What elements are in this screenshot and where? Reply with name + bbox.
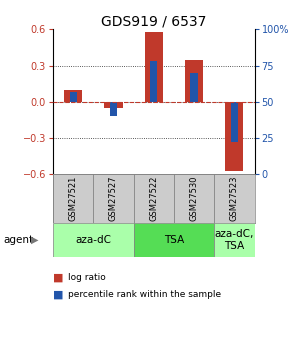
Text: GSM27523: GSM27523 (230, 176, 239, 221)
Text: TSA: TSA (164, 235, 184, 245)
Bar (174, 174, 214, 223)
Bar (145, 32, 163, 102)
Text: ▶: ▶ (31, 235, 38, 245)
Text: percentile rank within the sample: percentile rank within the sample (68, 290, 221, 299)
Bar (70, 92, 77, 102)
Text: GSM27527: GSM27527 (109, 176, 118, 221)
Text: GSM27530: GSM27530 (190, 176, 198, 221)
Text: agent: agent (3, 235, 33, 245)
Bar (110, 102, 117, 116)
Bar (134, 223, 214, 257)
Text: GSM27522: GSM27522 (149, 176, 158, 221)
Title: GDS919 / 6537: GDS919 / 6537 (101, 14, 206, 28)
Text: GSM27521: GSM27521 (69, 176, 78, 221)
Bar (191, 73, 198, 102)
Bar (225, 102, 243, 170)
Bar (53, 223, 134, 257)
Bar (231, 102, 238, 142)
Bar (150, 61, 157, 102)
Text: ■: ■ (53, 273, 64, 283)
Bar (105, 102, 122, 108)
Bar (93, 174, 134, 223)
Bar (214, 223, 255, 257)
Text: aza-dC: aza-dC (75, 235, 111, 245)
Text: ■: ■ (53, 290, 64, 300)
Text: aza-dC,
TSA: aza-dC, TSA (215, 229, 254, 250)
Bar (185, 59, 203, 102)
Bar (64, 90, 82, 102)
Bar (134, 174, 174, 223)
Bar (53, 174, 93, 223)
Text: log ratio: log ratio (68, 273, 106, 282)
Bar (214, 174, 255, 223)
